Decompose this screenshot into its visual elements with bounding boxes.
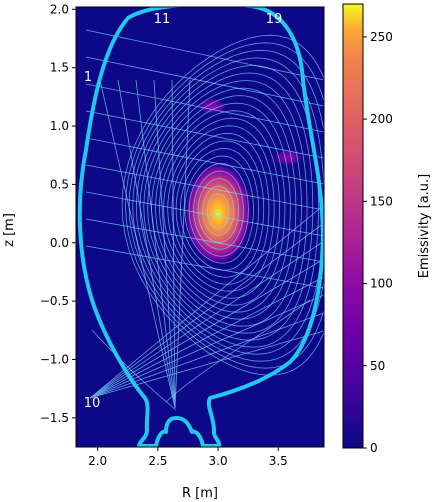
flux-surface — [151, 95, 297, 320]
magnetic-axis — [214, 211, 220, 217]
sightline — [85, 29, 324, 81]
flux-surface — [125, 42, 324, 369]
flux-surface — [139, 72, 314, 341]
x-tick-label: 2.5 — [148, 454, 167, 468]
sightline — [85, 110, 324, 159]
flux-surface — [135, 64, 319, 348]
sightline — [89, 222, 324, 399]
flux-surface — [159, 110, 286, 306]
colorbar-tick-label: 100 — [370, 277, 393, 291]
y-axis-label: z [m] — [2, 213, 17, 247]
flux-surface — [197, 178, 239, 243]
separatrix-leg — [91, 329, 177, 411]
flux-surface — [128, 49, 324, 362]
flux-surface — [175, 140, 265, 278]
colorbar-tick-label: 50 — [370, 359, 385, 373]
colorbar-tick-label: 0 — [370, 441, 378, 455]
sightline — [85, 56, 324, 107]
flux-surface — [167, 125, 275, 292]
flux-surface — [188, 163, 249, 257]
y-tick-label: 2.0 — [50, 2, 69, 16]
colorbar-tick-label: 250 — [370, 30, 393, 44]
x-axis: 2.0 2.5 3.0 3.5 — [88, 447, 288, 468]
channel-label-1: 1 — [84, 70, 92, 85]
sightline — [135, 79, 176, 409]
channel-label-19: 19 — [266, 12, 283, 27]
flux-surfaces — [91, 34, 324, 411]
y-tick-label: −1.5 — [40, 411, 69, 425]
plot-frame — [75, 6, 325, 448]
flux-surface — [155, 102, 291, 313]
sightline — [85, 137, 324, 185]
flux-surface — [147, 87, 302, 327]
flux-surface — [179, 147, 260, 271]
sightline — [85, 83, 324, 133]
flux-surface — [184, 155, 254, 264]
y-tick-label: −1.0 — [40, 352, 69, 366]
flux-surface — [193, 170, 244, 250]
sightline — [89, 330, 324, 399]
sightline — [171, 79, 176, 409]
sightline — [89, 312, 324, 399]
sightline — [85, 218, 324, 263]
separatrix-leg — [165, 299, 311, 403]
sightline — [89, 240, 324, 399]
x-tick-label: 3.0 — [209, 454, 228, 468]
colorbar-label: Emissivity [a.u.] — [417, 174, 432, 279]
colorbar-axis: 0 50 100 150 200 250 — [363, 30, 393, 455]
flux-surface — [202, 185, 234, 236]
emission-core — [184, 161, 253, 266]
colorbar-tick-label: 150 — [370, 194, 393, 208]
sightline — [99, 79, 176, 409]
colorbar-tick-label: 200 — [370, 112, 393, 126]
flux-surface — [163, 117, 281, 299]
channel-label-11: 11 — [154, 12, 171, 27]
flux-surface — [171, 132, 270, 285]
sightline — [174, 79, 191, 409]
channel-label-10: 10 — [84, 396, 101, 411]
vessel-wall — [77, 7, 324, 447]
y-tick-label: 1.5 — [50, 61, 69, 75]
y-tick-label: 1.0 — [50, 119, 69, 133]
x-tick-label: 2.0 — [88, 454, 107, 468]
y-tick-label: −0.5 — [40, 294, 69, 308]
sightline — [89, 204, 324, 399]
flux-surface — [121, 34, 324, 376]
sightline — [153, 79, 176, 409]
sightline — [117, 79, 176, 409]
y-tick-label: 0.5 — [50, 177, 69, 191]
flux-surface — [132, 57, 324, 355]
x-axis-label: R [m] — [182, 486, 218, 501]
y-tick-label: 0.0 — [50, 236, 69, 250]
colorbar — [342, 3, 364, 449]
y-axis: −1.5 −1.0 −0.5 0.0 0.5 1.0 1.5 2.0 — [40, 2, 76, 425]
flux-surface — [207, 193, 230, 229]
flux-surface — [143, 80, 308, 334]
x-tick-label: 3.5 — [269, 454, 288, 468]
